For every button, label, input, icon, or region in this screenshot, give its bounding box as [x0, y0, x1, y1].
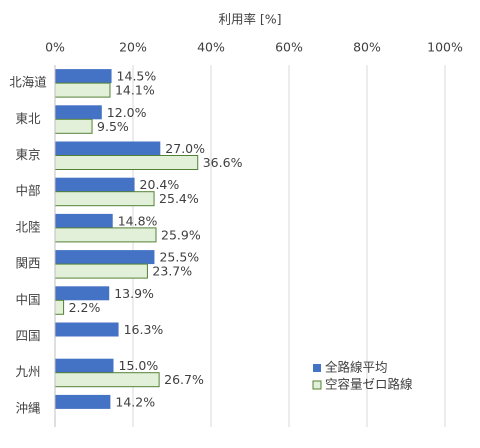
- y-tick-label: 中国: [15, 292, 40, 307]
- data-label: 26.7%: [164, 372, 204, 387]
- x-tick-label: 20%: [119, 40, 147, 55]
- bar: [55, 69, 112, 84]
- bar: [55, 358, 114, 373]
- y-tick-label: 九州: [15, 364, 40, 379]
- legend-label: 空容量ゼロ路線: [325, 377, 413, 392]
- data-label: 15.0%: [119, 358, 159, 373]
- bar: [54, 263, 148, 279]
- legend-label: 全路線平均: [325, 360, 388, 375]
- bar: [55, 213, 113, 228]
- y-tick-label: 沖縄: [15, 400, 41, 415]
- data-label: 14.1%: [115, 83, 155, 98]
- data-label: 36.6%: [203, 155, 243, 170]
- data-label: 2.2%: [69, 300, 101, 315]
- y-tick-label: 関西: [15, 256, 40, 271]
- legend-swatch: [313, 364, 321, 372]
- data-label: 25.9%: [161, 227, 201, 242]
- y-tick-label: 東京: [15, 147, 40, 162]
- y-tick-label: 東北: [15, 111, 41, 126]
- bar: [54, 372, 160, 388]
- bar: [55, 322, 119, 337]
- bar: [54, 299, 65, 315]
- bar: [54, 191, 155, 207]
- data-label: 25.5%: [159, 250, 199, 265]
- bar: [55, 394, 111, 409]
- y-tick-label: 四国: [15, 328, 40, 343]
- y-tick-label: 中部: [15, 183, 40, 198]
- data-label: 9.5%: [97, 119, 129, 134]
- data-label: 25.4%: [159, 191, 199, 206]
- bar: [55, 141, 161, 156]
- y-tick-label: 北海道: [9, 75, 47, 90]
- data-label: 20.4%: [140, 177, 180, 192]
- data-label: 14.2%: [115, 394, 155, 409]
- bar: [54, 227, 157, 243]
- x-tick-label: 40%: [197, 40, 225, 55]
- y-tick-label: 北陸: [15, 219, 40, 234]
- bar: [54, 155, 199, 170]
- data-label: 16.3%: [124, 322, 164, 337]
- x-tick-label: 100%: [427, 40, 463, 55]
- bar: [55, 286, 110, 301]
- bar: [55, 177, 135, 192]
- data-label: 13.9%: [114, 286, 154, 301]
- x-tick-label: 0%: [45, 40, 65, 55]
- legend-swatch: [312, 380, 322, 390]
- data-label: 12.0%: [107, 105, 147, 120]
- bar: [55, 105, 102, 120]
- x-tick-label: 80%: [353, 40, 381, 55]
- axis-title: 利用率 [%]: [218, 12, 281, 27]
- x-tick-label: 60%: [275, 40, 303, 55]
- data-label: 14.8%: [118, 213, 158, 228]
- bar: [55, 250, 155, 265]
- data-label: 23.7%: [152, 264, 192, 279]
- data-label: 27.0%: [165, 141, 205, 156]
- data-label: 14.5%: [117, 69, 157, 84]
- bar: [54, 118, 93, 134]
- bar: [54, 82, 111, 98]
